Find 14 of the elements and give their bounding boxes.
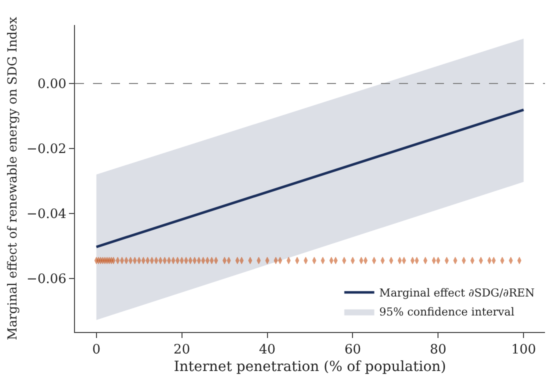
x-tick-label: 20 — [174, 342, 190, 358]
x-tick-label: 80 — [430, 342, 446, 358]
x-tick-label: 100 — [511, 342, 536, 358]
legend-label: 95% confidence interval — [379, 306, 515, 319]
y-tick-label: −0.02 — [26, 142, 66, 157]
x-tick-label: 40 — [258, 342, 276, 358]
y-tick-label: −0.06 — [26, 272, 66, 287]
y-tick-label: 0.00 — [37, 77, 66, 92]
x-tick-label: 0 — [92, 342, 100, 358]
x-tick-label: 60 — [344, 342, 362, 358]
y-tick-label: −0.04 — [26, 206, 66, 222]
legend-label: Marginal effect ∂SDG/∂REN — [379, 286, 536, 300]
x-axis-title: Internet penetration (% of population) — [174, 358, 446, 375]
y-axis-title: Marginal effect of renewable energy on SDG Index — [4, 16, 20, 340]
